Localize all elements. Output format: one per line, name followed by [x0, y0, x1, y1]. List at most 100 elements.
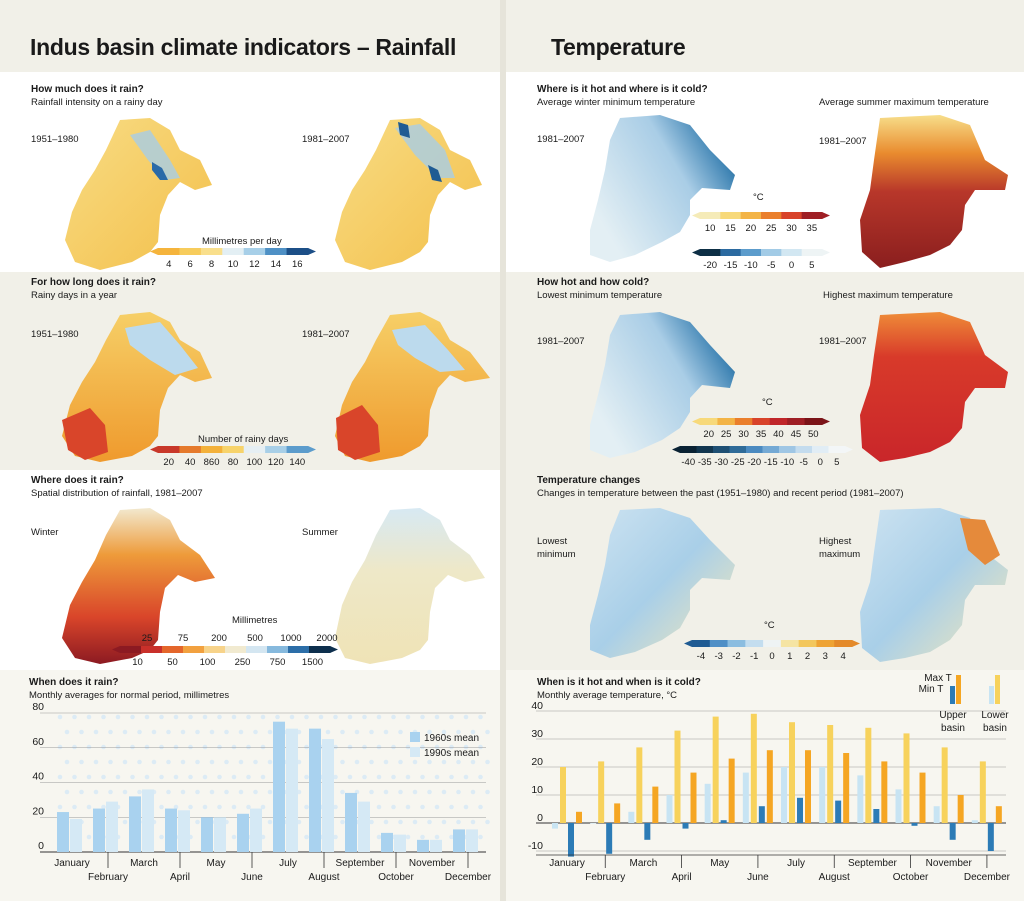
hot-cold-legend-warm-tick: 15 [725, 223, 736, 234]
raindrop-pattern [159, 804, 164, 810]
raindrop-pattern [253, 759, 258, 765]
raindrop-pattern [202, 774, 208, 780]
raindrop-pattern [463, 714, 469, 720]
temp-x-label: August [819, 872, 850, 883]
raindrop-pattern [369, 759, 374, 765]
rain-bar [381, 832, 393, 852]
raindrop-pattern [101, 744, 106, 750]
raindrop-pattern [456, 819, 461, 825]
extremes-legend-warm-tick: 20 [703, 429, 714, 440]
rain-bar [286, 728, 298, 852]
hot-cold-legend-cold-swatch [761, 249, 782, 256]
hot-cold-legend-cold-tick: -15 [724, 260, 738, 271]
rainfall-title: Indus basin climate indicators – Rainfal… [30, 34, 457, 60]
changes-label-right-1: Highest [819, 536, 852, 547]
temp-bar [598, 761, 605, 823]
raindrop-pattern [470, 789, 476, 795]
extremes-legend-cold-tick: -5 [800, 457, 808, 468]
raindrop-pattern [470, 759, 476, 765]
temp-x-label: April [672, 872, 692, 883]
raindrop-pattern [130, 714, 135, 720]
temp-bar [674, 730, 681, 823]
intensity-legend-swatch [265, 248, 288, 255]
raindrop-pattern [427, 729, 432, 735]
raindrop-pattern [86, 714, 92, 720]
raindrop-pattern [275, 714, 280, 720]
raindrop-pattern [485, 789, 490, 795]
extremes-legend-cold-swatch [779, 446, 796, 453]
rain-legend-swatch [410, 732, 420, 742]
temp-chart-heading: When is it hot and when is it cold? [537, 677, 701, 688]
hot-cold-legend-bar: 10 15 20 25 30 35 -20 -15 -10 -5 0 5 [692, 212, 830, 271]
hot-cold-legend-cold-swatch [720, 249, 742, 256]
temp-bar [835, 800, 842, 823]
raindrop-pattern [456, 729, 461, 735]
temp-y-tick: 30 [531, 728, 543, 740]
raindrop-pattern [420, 834, 425, 840]
temp-bar [873, 809, 880, 823]
raindrop-pattern [253, 729, 258, 735]
where-rain-legend-bottom-arrow-right [330, 646, 338, 653]
column-divider [500, 0, 506, 901]
hot-cold-legend-cold-swatch [781, 249, 803, 256]
temp-bar [682, 823, 689, 829]
hot-cold-legend-warm-swatch [740, 212, 762, 219]
raindrop-pattern [64, 759, 70, 765]
temp-bar [865, 727, 872, 823]
intensity-legend-bar: 4 6 8 10 12 14 16 [150, 248, 316, 270]
rainy-days-legend-tick: 860 [204, 457, 220, 468]
extremes-legend-warm-swatch [769, 418, 788, 425]
extremes-legend-cold-swatch [795, 446, 813, 453]
raindrop-pattern [231, 714, 237, 720]
temp-legend-min-label: Min T [919, 684, 944, 695]
where-rain-legend-top-tick: 200 [211, 633, 227, 644]
hot-cold-legend-warm-tick: 35 [807, 223, 818, 234]
where-rain-legend-bottom-swatch [246, 646, 268, 653]
temp-bar [712, 716, 719, 823]
where-rain-legend-bottom-tick: 50 [167, 657, 178, 668]
raindrop-pattern [420, 714, 425, 720]
rain-x-label: May [207, 858, 226, 869]
raindrop-pattern [478, 774, 483, 780]
rainy-days-heading: For how long does it rain? [31, 277, 156, 288]
raindrop-pattern [115, 714, 121, 720]
temp-bar [720, 820, 727, 823]
temp-bar [728, 758, 735, 823]
raindrop-pattern [151, 729, 157, 735]
raindrop-pattern [463, 774, 469, 780]
extremes-legend-warm-swatch [734, 418, 753, 425]
rain-x-label: December [445, 872, 492, 883]
extremes-period-right: 1981–2007 [819, 336, 867, 347]
intensity-legend-tick: 16 [292, 259, 303, 270]
temp-bar [742, 772, 749, 823]
rain-legend-label: 1960s mean [424, 733, 479, 744]
raindrop-pattern [202, 714, 208, 720]
raindrop-pattern [340, 729, 345, 735]
extremes-legend-warm-swatch [717, 418, 736, 425]
raindrop-pattern [195, 729, 200, 735]
where-rain-subheading: Spatial distribution of rainfall, 1981–2… [31, 488, 203, 499]
raindrop-pattern [195, 819, 200, 825]
summer-rain-map [335, 508, 485, 664]
raindrop-pattern [195, 759, 200, 765]
raindrop-pattern [231, 774, 237, 780]
raindrop-pattern [72, 774, 77, 780]
raindrop-pattern [463, 804, 469, 810]
raindrop-pattern [151, 759, 157, 765]
temp-bar [971, 820, 978, 823]
raindrop-pattern [304, 834, 309, 840]
temp-y-tick: -10 [528, 840, 543, 852]
where-rain-label-left: Winter [31, 527, 59, 538]
where-rain-legend-bottom-tick: 100 [200, 657, 216, 668]
raindrop-pattern [93, 729, 99, 735]
hot-cold-legend-warm-tick: 20 [746, 223, 757, 234]
changes-legend-swatch [692, 640, 711, 647]
where-rain-legend-bottom-tick: 750 [270, 657, 286, 668]
rainy-days-map-1951-dry [62, 408, 108, 460]
rain-bar [237, 813, 249, 852]
winter-min-map [590, 115, 735, 262]
raindrop-pattern [420, 774, 425, 780]
raindrop-pattern [108, 729, 113, 735]
intensity-map-1951-wet [130, 130, 180, 180]
